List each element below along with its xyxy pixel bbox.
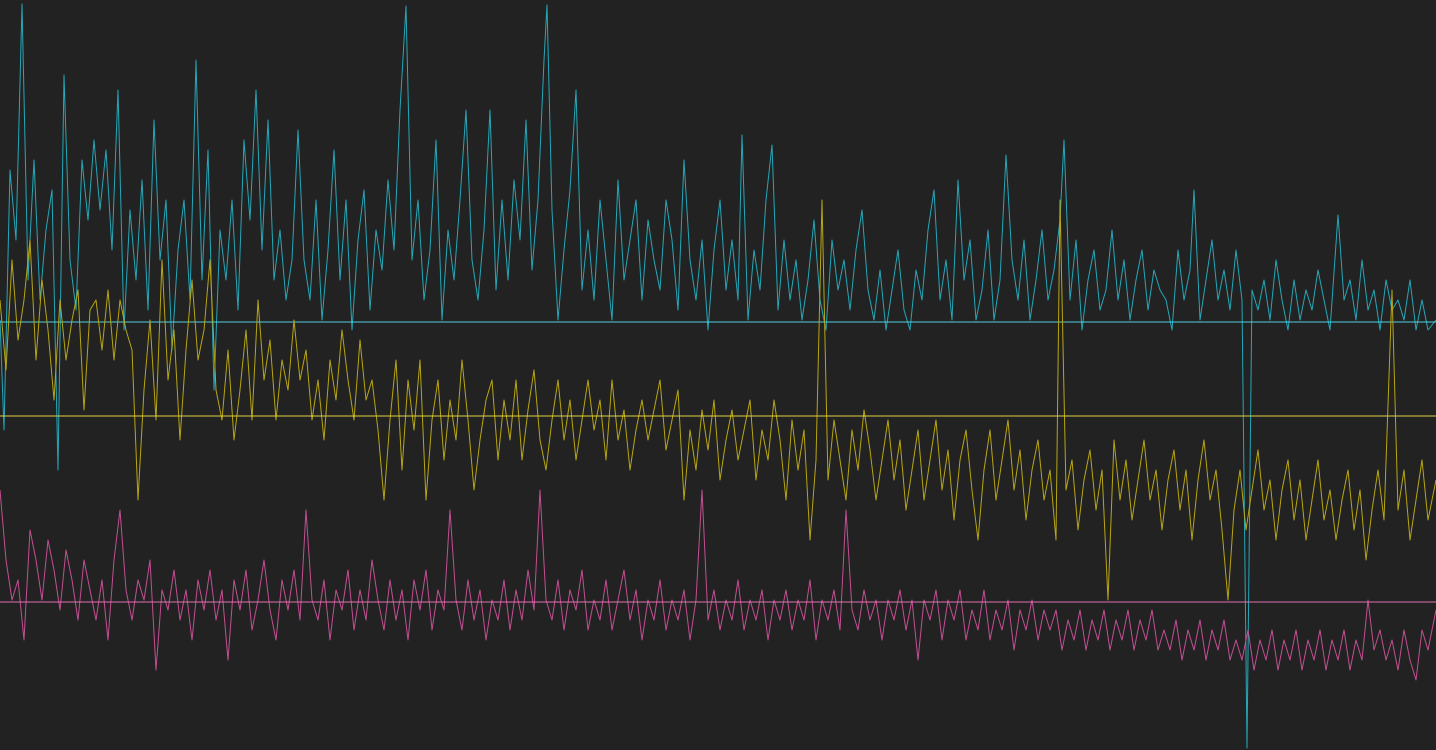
series-pink [0, 489, 1436, 681]
series-yellow [0, 199, 1436, 601]
series-line-cyan [0, 3, 1436, 749]
series-line-yellow [0, 199, 1436, 601]
series-cyan [0, 3, 1436, 749]
series-line-pink [0, 489, 1436, 681]
